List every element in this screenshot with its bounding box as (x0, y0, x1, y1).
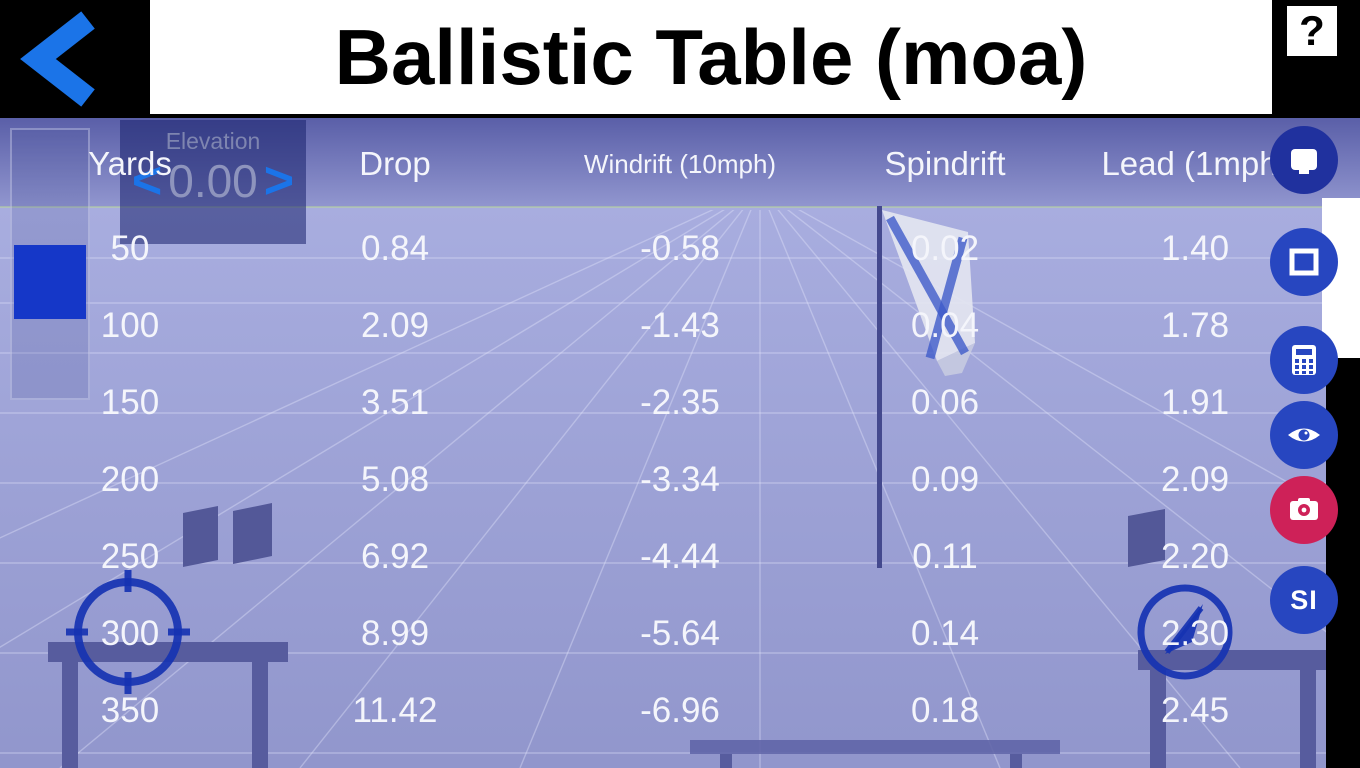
elevation-widget: Elevation < 0.00 > (120, 120, 306, 244)
flag-and-pole (877, 206, 975, 568)
camera-icon (1290, 498, 1318, 520)
eye-button[interactable] (1270, 401, 1338, 469)
back-icon (20, 11, 95, 107)
left-slider-track[interactable] (10, 128, 90, 400)
window-button[interactable] (1270, 228, 1338, 296)
page-title: Ballistic Table (moa) (334, 12, 1088, 101)
elevation-label: Elevation (165, 128, 261, 154)
elevation-decrease-button[interactable]: < (131, 152, 163, 210)
back-button[interactable] (12, 8, 112, 110)
eye-icon (1288, 428, 1320, 442)
help-button[interactable]: ? (1287, 6, 1337, 56)
window-icon (1289, 248, 1319, 276)
range-scene (0, 118, 1360, 768)
screen-icon (1291, 149, 1317, 174)
elevation-increase-button[interactable]: > (263, 152, 295, 210)
top-bar: Ballistic Table (moa) ? (0, 0, 1360, 118)
left-slider-handle[interactable] (14, 245, 86, 319)
calculator-icon (1292, 345, 1316, 375)
help-icon: ? (1299, 7, 1325, 54)
title-panel: Ballistic Table (moa) (150, 0, 1272, 114)
target-reticle-icon (66, 570, 190, 694)
si-units-label: SI (1290, 584, 1318, 615)
screen-button[interactable] (1270, 126, 1338, 194)
camera-button[interactable] (1270, 476, 1338, 544)
si-units-button[interactable]: SI (1270, 566, 1338, 634)
compass-icon (1137, 584, 1233, 680)
elevation-value: 0.00 (168, 155, 258, 207)
calculator-button[interactable] (1270, 326, 1338, 394)
